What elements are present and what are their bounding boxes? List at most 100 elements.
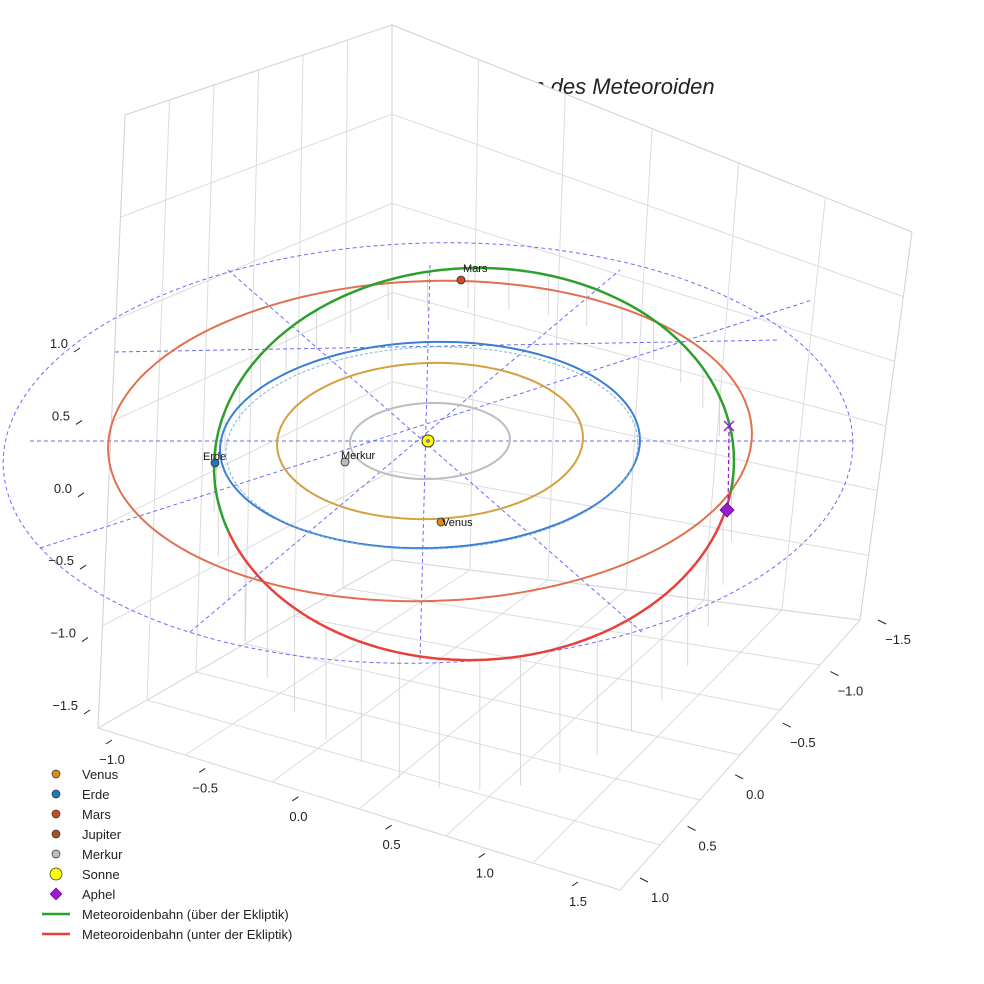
legend-item: Meteoroidenbahn (über der Ekliptik) — [40, 904, 292, 924]
y-axis-tick-label: −1.0 — [838, 684, 864, 699]
ecliptic-spoke — [114, 339, 781, 353]
planet-label-erde: Erde — [203, 451, 226, 463]
wall-grid-line — [391, 470, 869, 556]
legend-item: Mars — [40, 804, 292, 824]
legend-symbol — [40, 864, 72, 884]
x-axis-tick — [198, 767, 206, 773]
wall-grid-line — [102, 470, 393, 627]
wall-grid-line — [111, 292, 393, 422]
legend-item: Erde — [40, 784, 292, 804]
planet-merkur — [340, 457, 350, 467]
legend-item: Aphel — [40, 884, 292, 904]
legend-symbol — [40, 804, 72, 824]
wall-grid-line — [120, 113, 393, 218]
legend: Venus Erde Mars Jupiter Merkur Sonne Aphel Mete… — [40, 764, 292, 944]
legend-symbol — [40, 884, 72, 904]
back-pane — [391, 24, 913, 621]
planet-label-venus: Venus — [442, 517, 473, 529]
legend-symbol — [40, 824, 72, 844]
ecliptic-spoke — [189, 269, 621, 633]
legend-label: Erde — [82, 786, 110, 802]
reference-ellipse — [2, 242, 854, 664]
legend-item: Merkur — [40, 844, 292, 864]
y-axis-tick-label: −1.5 — [885, 632, 911, 647]
legend-symbol — [40, 764, 72, 784]
legend-label: Meteoroidenbahn (über der Ekliptik) — [82, 906, 289, 922]
aphel-drop — [727, 424, 730, 511]
legend-item: Sonne — [40, 864, 292, 884]
orbit-mars — [107, 279, 753, 603]
legend-label: Sonne — [82, 866, 120, 882]
planet-erde — [210, 458, 220, 468]
axis-panes — [96, 24, 913, 891]
orbit-merkur — [348, 401, 511, 481]
ecliptic-spoke — [39, 299, 813, 549]
y-axis-tick-label: 0.5 — [699, 838, 717, 853]
y-axis-tick-label: 1.0 — [651, 890, 669, 905]
wall-grid-line — [106, 381, 393, 525]
planet-venus — [436, 517, 446, 527]
x-axis-tick — [292, 796, 299, 802]
markers: Merkur Venus Erde Mars — [203, 263, 735, 529]
x-axis-tick-label: 1.0 — [476, 866, 494, 881]
x-axis-tick — [385, 824, 392, 830]
orbit-venus — [276, 361, 584, 521]
legend-symbol — [40, 844, 72, 864]
planet-mars — [456, 275, 466, 285]
planet-orbits — [107, 279, 753, 603]
aphel-projection-marker — [723, 420, 735, 432]
planet-label-mars: Mars — [463, 263, 488, 275]
y-axis-tick — [830, 671, 839, 677]
z-axis-tick-label: 0.5 — [52, 408, 70, 423]
planet-label-merkur: Merkur — [341, 450, 376, 462]
z-axis-tick-label: 0.0 — [54, 481, 72, 496]
legend-label: Jupiter — [82, 826, 122, 842]
y-axis-tick — [639, 877, 649, 883]
y-axis-tick-label: −0.5 — [790, 735, 816, 750]
z-axis-tick — [81, 637, 89, 643]
legend-label: Venus — [82, 766, 119, 782]
legend-symbol — [40, 924, 72, 944]
wall-grid-line — [115, 202, 393, 320]
legend-dot — [49, 867, 63, 881]
floor-grid-line — [619, 619, 861, 891]
wall-grid-line — [391, 381, 878, 492]
legend-symbol — [40, 784, 72, 804]
z-axis-tick — [75, 419, 83, 425]
meteoroid-below — [227, 492, 732, 662]
z-axis-tick — [79, 564, 87, 570]
z-axis-tick-label: −1.5 — [52, 698, 78, 713]
meteoroid-above — [212, 266, 736, 533]
legend-label: Meteoroidenbahn (unter der Ekliptik) — [82, 926, 293, 942]
legend-item: Venus — [40, 764, 292, 784]
legend-dot — [51, 809, 61, 819]
wall-grid-line — [391, 113, 904, 298]
z-axis-tick-label: 1.0 — [50, 336, 68, 351]
x-axis-tick — [571, 881, 579, 887]
y-axis-tick — [782, 722, 792, 728]
x-axis-tick-label: −0.5 — [192, 780, 218, 795]
axis-ticks: −1.5 −1.0 −0.5 0.0 0.5 1.0 −1.0 −0.5 0.0 0.5 1.0 1.… — [48, 336, 911, 909]
ecliptic-ellipse — [2, 242, 854, 664]
meteoroid-orbit — [212, 266, 736, 662]
ecliptic-spoke — [419, 264, 431, 661]
x-axis-tick-label: 0.0 — [289, 809, 307, 824]
x-axis-tick-label: 1.5 — [569, 894, 587, 909]
orbit-erde — [219, 340, 641, 550]
legend-label: Merkur — [82, 846, 123, 862]
x-axis-tick-label: 0.5 — [383, 837, 401, 852]
legend-label: Mars — [82, 806, 111, 822]
y-axis-tick — [687, 825, 696, 831]
legend-label: Aphel — [82, 886, 116, 902]
wall-grid-line — [391, 202, 895, 362]
orbit-erde-inner — [225, 346, 639, 550]
x-axis-tick-label: −1.0 — [99, 752, 125, 767]
y-axis-tick — [877, 619, 887, 625]
y-axis-tick — [734, 774, 744, 780]
legend-dot — [51, 829, 61, 839]
ecliptic-spoke — [227, 269, 645, 635]
wall-grid-line — [391, 292, 887, 427]
grid-lines — [97, 39, 904, 891]
z-axis-tick-label: −0.5 — [48, 553, 74, 568]
